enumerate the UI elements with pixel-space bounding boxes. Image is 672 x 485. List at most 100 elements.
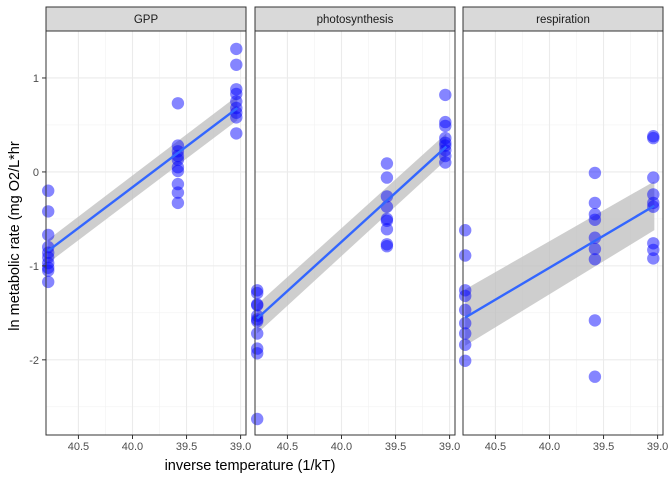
data-point: [647, 243, 660, 257]
strip-background: [45, 6, 247, 32]
data-point: [459, 338, 472, 351]
data-point: [647, 252, 660, 265]
data-point: [42, 240, 55, 254]
data-point: [251, 284, 264, 297]
y-axis-title: ln metabolic rate (mg O2/L*hr: [7, 141, 23, 331]
regression-line: [464, 204, 655, 319]
data-point: [439, 88, 452, 102]
data-point: [380, 238, 394, 251]
data-point: [459, 284, 472, 297]
x-tick-label: 40.5: [68, 441, 89, 453]
data-point: [251, 315, 264, 328]
data-point: [380, 212, 394, 226]
data-point: [439, 115, 452, 129]
data-point: [42, 264, 55, 277]
data-point: [171, 196, 185, 210]
strip-label-photosynthesis: photosynthesis: [317, 14, 394, 26]
data-point: [251, 412, 264, 426]
regression-line: [47, 107, 239, 252]
data-point: [439, 119, 452, 133]
x-tick-label: 40.5: [485, 441, 506, 453]
data-point: [171, 97, 185, 110]
data-point: [251, 342, 264, 355]
data-point: [439, 131, 452, 145]
data-point: [171, 149, 185, 163]
data-point: [588, 253, 602, 266]
data-point: [251, 309, 264, 322]
data-point: [588, 196, 602, 210]
data-point: [42, 205, 55, 218]
data-point: [42, 228, 55, 242]
data-point: [459, 249, 472, 262]
strip-label-respiration: respiration: [536, 14, 590, 26]
x-tick-label: 39.5: [593, 441, 614, 453]
data-point: [647, 130, 660, 143]
data-point: [171, 186, 185, 199]
data-point: [647, 237, 660, 250]
data-point: [588, 213, 602, 226]
data-point: [459, 354, 472, 367]
data-point: [439, 144, 452, 157]
data-point: [230, 106, 243, 119]
data-point: [251, 286, 264, 300]
data-point: [42, 184, 55, 197]
strip-label-GPP: GPP: [134, 14, 159, 26]
data-point: [171, 164, 185, 178]
x-axes: 40.5 40.0 39.5 39.0 40.5 40.0 39.5 39.0 40.5 40.0…: [68, 435, 668, 453]
x-tick-label: 40.0: [539, 441, 560, 453]
data-point: [251, 298, 264, 311]
data-point: [380, 223, 394, 236]
data-point: [251, 347, 264, 360]
panel-GPP: GPP: [42, 6, 247, 436]
x-tick-label: 40.0: [122, 441, 143, 453]
data-point: [380, 171, 394, 184]
data-point: [459, 327, 472, 340]
data-point: [230, 58, 243, 71]
y-axis: -2 -1 0 1: [29, 73, 46, 367]
data-point: [588, 370, 602, 383]
x-tick-label: 39.5: [385, 441, 406, 453]
data-point: [380, 200, 394, 213]
data-point: [380, 190, 394, 203]
data-point: [42, 275, 55, 289]
data-point: [439, 156, 452, 169]
x-axis-title: inverse temperature (1/kT): [165, 458, 336, 474]
data-point: [439, 136, 452, 149]
data-point: [439, 139, 452, 152]
data-point: [42, 261, 55, 274]
x-tick-label: 40.5: [277, 441, 298, 453]
data-point: [647, 131, 660, 145]
data-point: [230, 42, 243, 56]
confidence-ribbon: [465, 181, 655, 346]
data-point: [588, 314, 602, 327]
data-point: [171, 177, 185, 191]
x-tick-label: 39.0: [439, 441, 460, 453]
y-tick-label: -1: [29, 261, 39, 273]
data-point: [230, 95, 243, 108]
data-point: [380, 214, 394, 227]
y-tick-label: -2: [29, 355, 39, 367]
data-point: [380, 157, 394, 170]
data-point: [588, 231, 602, 244]
data-point: [588, 208, 602, 221]
data-point: [459, 289, 472, 303]
data-point: [230, 83, 243, 96]
data-point: [171, 139, 185, 152]
x-tick-label: 39.0: [647, 441, 668, 453]
panel-respiration: respiration: [459, 6, 664, 436]
data-point: [459, 317, 472, 330]
data-point: [42, 251, 55, 264]
data-point: [230, 111, 243, 124]
panel-photosynthesis: photosynthesis: [251, 6, 456, 436]
data-point: [647, 196, 660, 210]
data-point: [380, 240, 394, 253]
data-point: [230, 87, 243, 101]
data-point: [171, 161, 185, 174]
strip-background: [462, 6, 664, 32]
strip-background: [254, 6, 456, 32]
data-point: [459, 303, 472, 317]
data-point: [439, 149, 452, 163]
data-point: [251, 327, 264, 340]
